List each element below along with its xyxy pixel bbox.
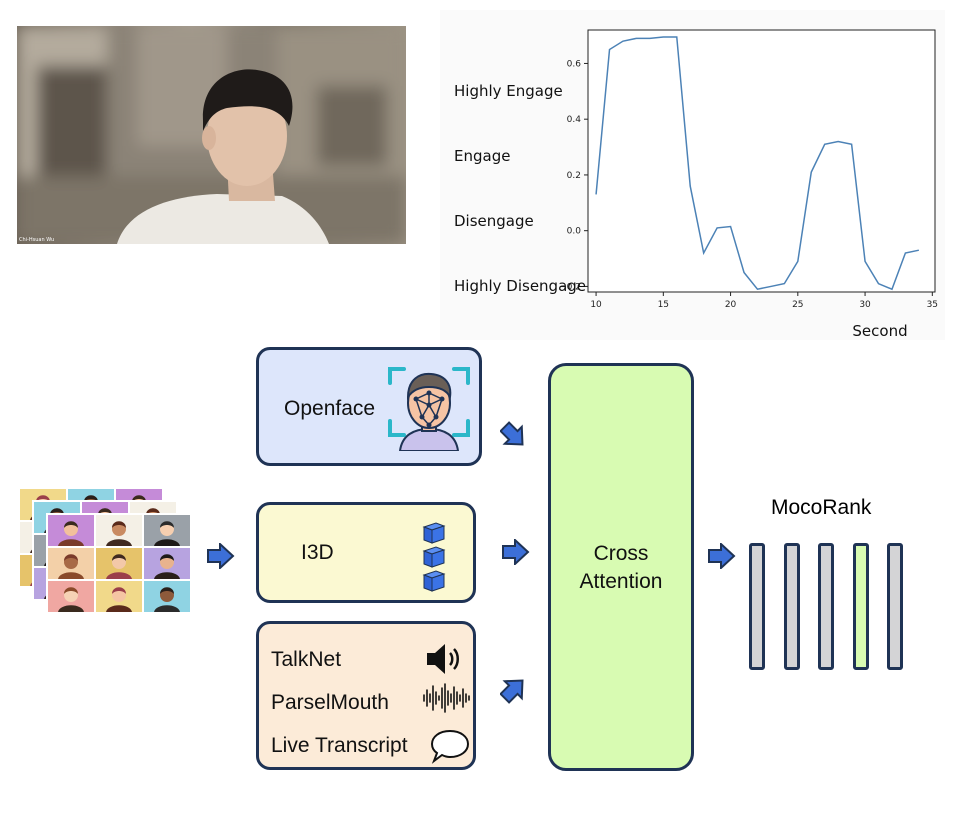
avatar-body — [154, 572, 180, 579]
avatar-body — [106, 605, 132, 612]
avatar-hair — [146, 508, 160, 515]
avatar-hair — [112, 587, 126, 594]
avatar-body — [58, 539, 84, 546]
talknet-label: TalkNet — [271, 648, 342, 671]
avatar-hair — [112, 521, 126, 528]
audio-features-box: TalkNet ParselMouth Live Transcript — [256, 621, 476, 770]
x-tick-label: 15 — [658, 300, 669, 310]
mocorank-label: MocoRank — [771, 496, 872, 519]
audio-arrow-icon — [500, 679, 524, 704]
openface-arrow-icon — [500, 421, 524, 446]
x-axis-title: Second — [852, 322, 907, 340]
openface-box: Openface — [256, 347, 482, 466]
input-arrow-icon — [207, 543, 235, 569]
avatar-body — [154, 539, 180, 546]
avatar-hair — [160, 521, 174, 528]
avatar-body — [106, 539, 132, 546]
x-tick-label: 35 — [927, 300, 938, 310]
face-tracking-icon — [388, 367, 470, 451]
rank-bar — [887, 543, 903, 670]
x-tick-label: 25 — [792, 300, 803, 310]
avatar-hair — [50, 508, 64, 515]
avatar-hair — [132, 495, 146, 502]
cross-attention-label-line1: Cross — [593, 542, 649, 565]
level-highly-engage: Highly Engage — [454, 82, 563, 100]
y-tick-label: 0.6 — [567, 59, 582, 69]
avatar-body — [58, 572, 84, 579]
engagement-line-chart: 10 15 20 25 30 35 −0.2 0.0 0.2 0.4 0.6 Second — [559, 29, 938, 340]
avatar-body — [106, 572, 132, 579]
i3d-label: I3D — [301, 541, 334, 564]
sound-wave-icon — [423, 683, 470, 713]
avatar-body — [58, 605, 84, 612]
plot-area — [587, 29, 936, 293]
avatar-hair — [98, 508, 112, 515]
engagement-series-line — [595, 36, 920, 291]
speech-bubble-icon — [430, 729, 470, 764]
video-grid-stack-icon — [18, 487, 191, 613]
parselmouth-label: ParselMouth — [271, 691, 389, 714]
i3d-box: I3D — [256, 502, 476, 603]
engagement-chart-panel: Highly Engage Engage Disengage 10 15 20 25 3… — [440, 10, 945, 340]
avatar-hair — [64, 521, 78, 528]
rank-bar — [818, 543, 834, 670]
y-tick-label: 0.4 — [567, 115, 582, 125]
svg-text:Chi-Hsuan Wu: Chi-Hsuan Wu — [19, 237, 54, 243]
y-tick-label: −0.2 — [559, 282, 581, 292]
level-engage: Engage — [454, 147, 511, 165]
avatar-hair — [36, 495, 50, 502]
avatar-hair — [160, 587, 174, 594]
x-tick-label: 20 — [725, 300, 737, 310]
i3d-arrow-icon — [502, 539, 530, 565]
participant-video-frame: Chi-Hsuan Wu — [17, 26, 406, 244]
avatar-hair — [64, 587, 78, 594]
cross-attention-label-line2: Attention — [579, 570, 663, 593]
output-arrow-icon — [708, 543, 736, 569]
x-tick-label: 30 — [859, 300, 871, 310]
rank-bar-highlighted — [853, 543, 869, 670]
avatar-hair — [84, 495, 98, 502]
cube-stack-icon — [422, 522, 446, 592]
openface-label: Openface — [284, 397, 376, 420]
speaker-icon — [427, 644, 459, 674]
avatar-body — [154, 605, 180, 612]
avatar-hair — [112, 554, 126, 561]
rank-bar — [784, 543, 800, 670]
avatar-hair — [160, 554, 174, 561]
participant-image: Chi-Hsuan Wu — [17, 26, 406, 244]
live-transcript-label: Live Transcript — [271, 734, 408, 757]
x-tick-label: 10 — [590, 300, 602, 310]
cross-attention-box: Cross Attention — [548, 363, 694, 771]
y-tick-label: 0.0 — [567, 227, 582, 237]
level-highly-disengage: Highly Disengage — [454, 277, 587, 295]
y-tick-label: 0.2 — [567, 171, 581, 181]
rank-bar — [749, 543, 765, 670]
avatar-hair — [64, 554, 78, 561]
level-disengage: Disengage — [454, 212, 534, 230]
